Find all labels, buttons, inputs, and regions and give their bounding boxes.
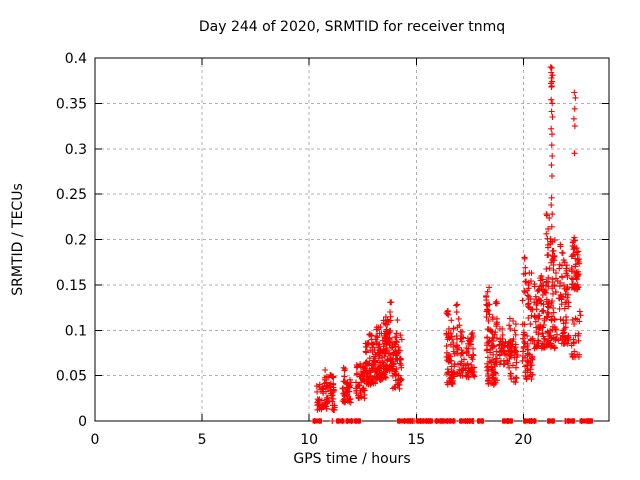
y-axis-label: SRMTID / TECUs <box>10 183 26 296</box>
x-axis-label: GPS time / hours <box>293 451 410 467</box>
y-tick-label: 0.15 <box>56 278 87 294</box>
x-tick-label: 15 <box>407 432 425 448</box>
x-tick-labels: 0 5 10 15 20 <box>91 432 533 448</box>
y-tick-label: 0 <box>78 414 87 430</box>
data-point-series <box>313 64 584 414</box>
y-tick-label: 0.2 <box>65 233 87 249</box>
y-tick-label: 0.4 <box>65 51 87 67</box>
x-tick-label: 10 <box>300 432 318 448</box>
y-tick-label: 0.25 <box>56 187 87 203</box>
x-tick-label: 0 <box>91 432 100 448</box>
y-tick-label: 0.3 <box>65 142 87 158</box>
axis-ticks <box>94 57 609 422</box>
chart-title: Day 244 of 2020, SRMTID for receiver tnm… <box>199 19 505 35</box>
zero-marker-plusses <box>311 418 594 424</box>
y-tick-label: 0.1 <box>65 323 87 339</box>
scatter-plus-markers <box>313 64 584 414</box>
zero-value-markers <box>311 418 594 424</box>
x-tick-label: 20 <box>514 432 532 448</box>
y-tick-label: 0.35 <box>56 96 87 112</box>
y-tick-labels: 0 0.05 0.1 0.15 0.2 0.25 0.3 0.35 0.4 <box>56 51 87 430</box>
y-tick-label: 0.05 <box>56 369 87 385</box>
x-tick-label: 5 <box>198 432 207 448</box>
